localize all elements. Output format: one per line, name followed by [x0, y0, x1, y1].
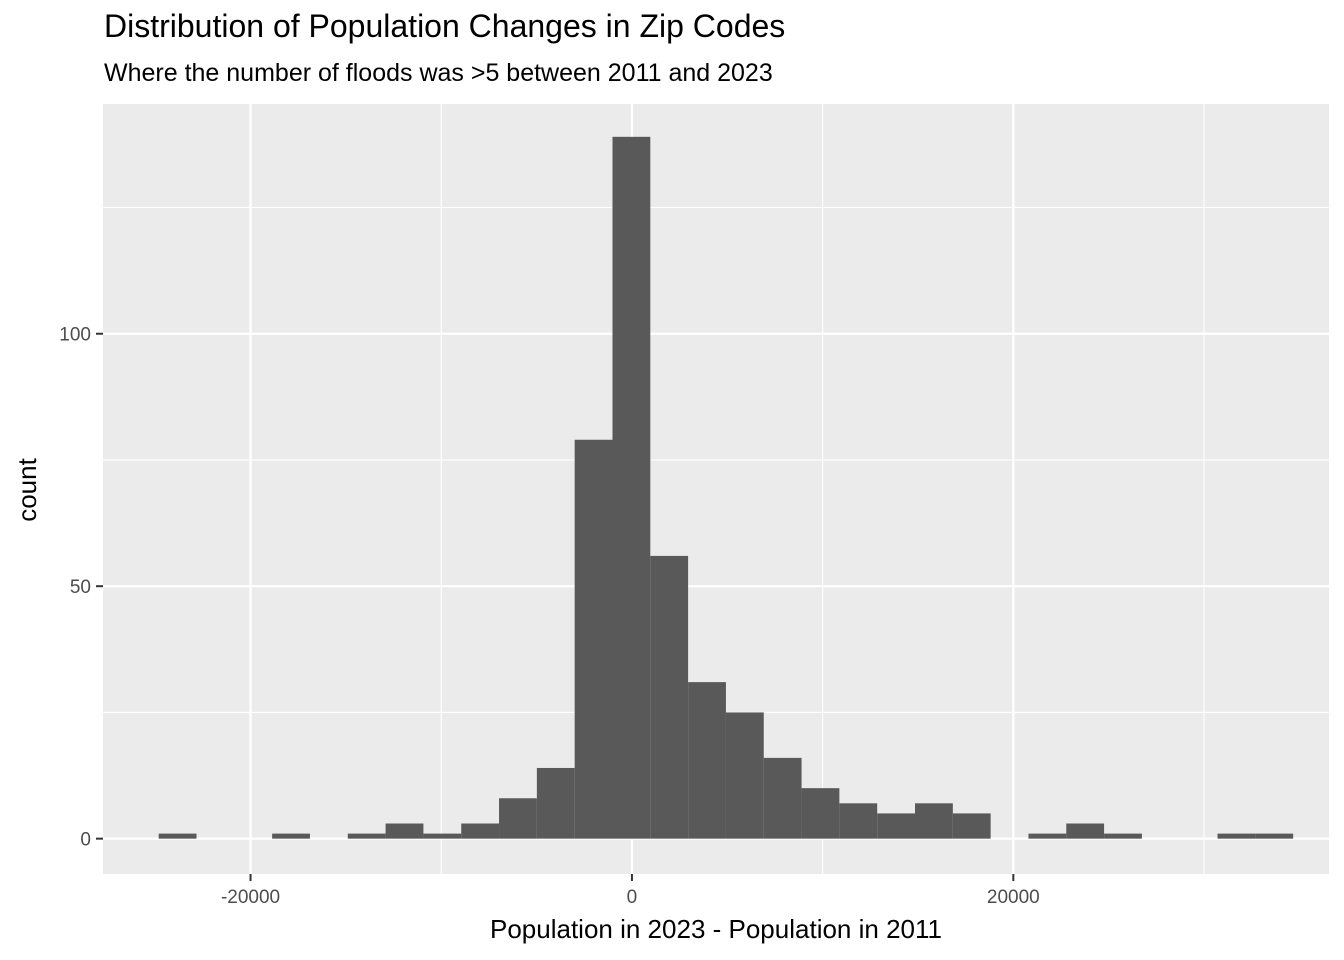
- x-tick-label: 0: [627, 887, 638, 908]
- y-tick-label: 100: [59, 325, 91, 346]
- x-axis: -20000 0 20000: [221, 874, 1040, 908]
- histogram-bar: [347, 833, 386, 839]
- histogram-bar: [952, 813, 991, 839]
- histogram-bar: [574, 439, 613, 839]
- y-axis-title: count: [12, 457, 42, 521]
- histogram-bars: [158, 136, 1294, 839]
- x-tick-label: -20000: [221, 887, 280, 908]
- histogram-bar: [725, 712, 764, 839]
- y-axis: 0 50 100: [59, 325, 103, 851]
- histogram-bar: [801, 788, 840, 839]
- histogram-bar: [1104, 833, 1142, 839]
- chart-title: Distribution of Population Changes in Zi…: [104, 8, 786, 44]
- y-tick-label: 50: [70, 577, 91, 598]
- histogram-bar: [877, 813, 916, 839]
- histogram-bar: [763, 757, 802, 839]
- histogram-bar: [536, 767, 575, 839]
- histogram-bar: [272, 833, 310, 839]
- chart-subtitle: Where the number of floods was >5 betwee…: [104, 59, 773, 87]
- histogram-bar: [499, 798, 537, 839]
- histogram-bar: [1217, 833, 1256, 839]
- x-tick-label: 20000: [987, 887, 1040, 908]
- histogram-bar: [688, 682, 726, 839]
- histogram-bar: [650, 555, 689, 839]
- x-axis-title: Population in 2023 - Population in 2011: [490, 914, 942, 944]
- histogram-bar: [612, 136, 651, 839]
- histogram-bar: [1066, 823, 1105, 839]
- histogram-bar: [1255, 833, 1294, 839]
- histogram-bar: [461, 823, 500, 839]
- histogram-bar: [385, 823, 424, 839]
- y-tick-label: 0: [80, 830, 91, 851]
- histogram-bar: [423, 833, 462, 839]
- histogram-bar: [915, 803, 953, 839]
- histogram-bar: [1028, 833, 1067, 839]
- histogram-bar: [839, 803, 878, 839]
- histogram-bar: [158, 833, 197, 839]
